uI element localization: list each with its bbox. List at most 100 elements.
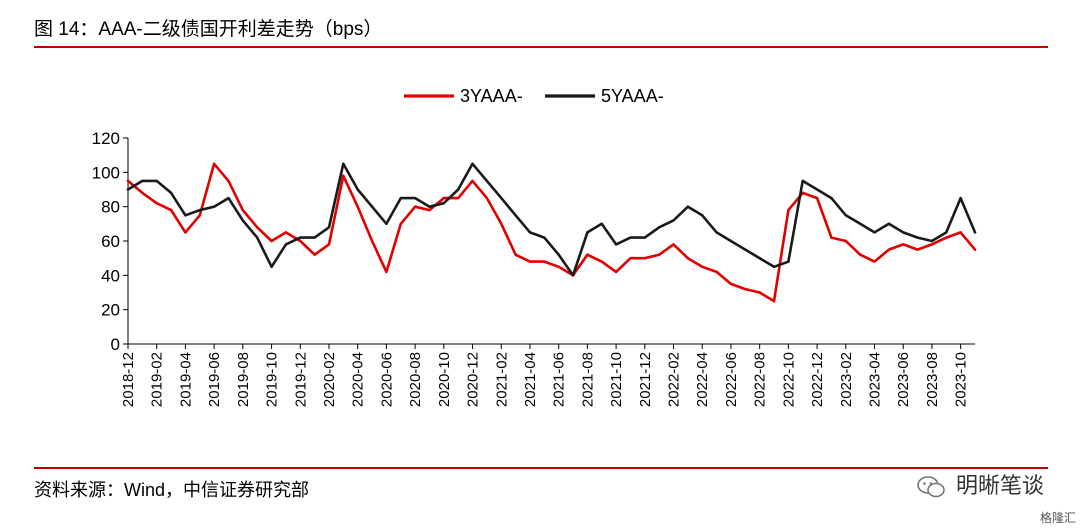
data-point [614,270,618,274]
x-tick-label: 2021-08 [579,352,596,407]
data-point [370,239,374,243]
data-point [614,243,618,246]
data-point [973,231,977,234]
data-point [686,205,690,208]
data-point [399,196,402,200]
data-point [629,257,632,260]
data-point [169,191,173,195]
data-point [959,196,962,200]
footer-divider [34,467,1048,469]
x-tick-label: 2022-04 [694,352,711,407]
x-tick-label: 2022-02 [666,352,683,407]
data-point [586,231,589,234]
x-tick-label: 2022-08 [752,352,769,407]
corner-badge: 格隆汇 [1039,511,1076,525]
data-point [327,226,331,229]
data-point [385,270,388,274]
data-point [815,188,819,191]
data-point [815,196,819,200]
data-point [715,270,718,274]
data-point [299,239,302,243]
data-point [830,196,833,200]
data-point [715,231,718,234]
data-point [126,179,130,183]
data-point [643,257,646,260]
data-point [873,231,876,234]
data-point [600,222,603,225]
header-divider [34,46,1048,48]
x-tick-label: 2020-12 [465,352,482,407]
data-point [385,222,388,225]
x-tick-label: 2019-02 [149,352,166,407]
data-point [916,248,919,251]
data-point [643,236,646,239]
x-tick-label: 2020-10 [436,352,453,407]
data-point [557,253,560,256]
data-point [729,282,733,286]
x-tick-label: 2020-04 [350,352,367,407]
watermark-text: 明晰笔谈 [955,473,1044,498]
data-point [284,231,288,234]
data-point [543,260,546,263]
data-point [270,265,273,268]
x-tick-label: 2020-06 [378,352,395,407]
x-tick-label: 2019-04 [177,352,194,407]
x-tick-label: 2022-12 [809,352,826,407]
data-point [471,179,474,183]
x-tick-label: 2023-02 [838,352,855,407]
data-point [141,191,144,195]
x-tick-label: 2023-08 [924,352,941,407]
data-point [227,179,230,183]
data-point [701,265,704,268]
data-point [485,196,489,200]
data-point [212,205,216,208]
data-point [428,205,431,208]
data-point [701,214,704,217]
y-tick-label: 40 [101,266,120,285]
data-point [672,219,675,222]
data-point [887,222,891,225]
data-point [600,260,603,263]
data-point [844,239,847,243]
data-point [169,208,173,212]
data-point [256,236,259,239]
data-point [370,205,374,208]
data-point [342,162,345,165]
chart-legend: 3YAAA- 5YAAA- [404,86,664,106]
data-point [729,239,733,243]
data-point [658,226,661,229]
data-point [270,239,273,243]
data-point [629,236,632,239]
x-tick-label: 2023-04 [867,352,884,407]
x-tick-label: 2020-02 [321,352,338,407]
data-point [787,208,790,212]
data-point [241,219,244,222]
x-tick-label: 2021-06 [551,352,568,407]
y-tick-label: 60 [101,232,120,251]
x-tick-label: 2021-04 [522,352,539,407]
data-point [356,188,359,191]
data-point [212,162,216,165]
data-point [342,174,345,177]
x-tick-label: 2019-08 [235,352,252,407]
data-point [471,162,474,165]
y-tick-label: 120 [92,129,120,148]
x-tick-label: 2018-12 [120,352,137,407]
data-point [686,257,690,260]
legend-label: 5YAAA- [601,86,664,106]
x-tick-label: 2023-06 [895,352,912,407]
data-point [413,205,417,208]
data-point [155,202,158,205]
data-point [787,260,790,263]
data-point [930,239,934,243]
data-point [801,179,804,183]
x-tick-label: 2023-10 [953,352,970,407]
data-point [528,260,532,263]
data-point [442,196,445,200]
series-line-3yaaa [126,162,977,303]
data-point [658,253,661,256]
page-title: 图 14：AAA-二级债国开利差走势（bps） [34,19,383,40]
data-point [500,222,503,225]
data-point [399,222,402,225]
x-tick-label: 2019-06 [206,352,223,407]
